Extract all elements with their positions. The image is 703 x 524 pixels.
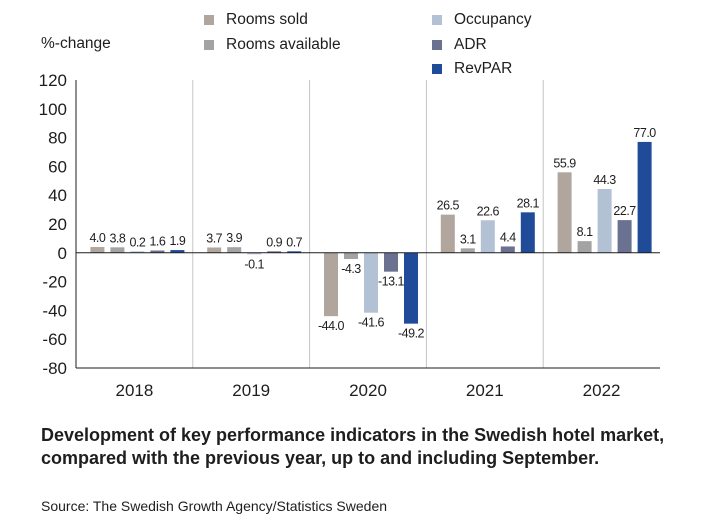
y-tick-label: 40 bbox=[48, 186, 67, 205]
bar bbox=[597, 189, 612, 253]
bar bbox=[90, 247, 105, 253]
bar bbox=[577, 241, 592, 253]
bar bbox=[364, 252, 378, 313]
y-tick-label: -60 bbox=[42, 330, 67, 349]
y-tick-label: 120 bbox=[39, 71, 67, 90]
bar bbox=[267, 251, 282, 253]
legend-swatch bbox=[432, 40, 442, 50]
legend-item-rooms-available: Rooms available bbox=[204, 36, 341, 54]
data-label: -13.1 bbox=[378, 275, 405, 289]
bar-chart: 120 100 80 60 40 20 0 -20 -40 -60 -80 4.0 3.8 0.2 1.6 1… bbox=[39, 71, 660, 400]
bar bbox=[287, 251, 302, 253]
data-label: 26.5 bbox=[437, 199, 460, 213]
data-label: 1.6 bbox=[149, 234, 165, 248]
x-tick-label: 2022 bbox=[583, 381, 621, 400]
data-label: 3.7 bbox=[206, 231, 222, 245]
chart-caption: Development of key performance indicator… bbox=[41, 425, 665, 468]
bar bbox=[247, 252, 262, 255]
x-tick-label: 2020 bbox=[349, 381, 387, 400]
bar bbox=[227, 247, 242, 253]
data-label: 44.3 bbox=[593, 173, 616, 187]
data-label: -44.0 bbox=[318, 319, 345, 333]
data-label: 8.1 bbox=[577, 225, 593, 239]
bar bbox=[500, 246, 515, 253]
data-label: -0.1 bbox=[244, 257, 264, 271]
data-label: 22.7 bbox=[613, 204, 636, 218]
legend-item-occupancy: Occupancy bbox=[432, 11, 532, 29]
x-tick-label: 2021 bbox=[466, 381, 504, 400]
data-label: -49.2 bbox=[398, 327, 425, 341]
y-tick-label: -20 bbox=[42, 273, 67, 292]
legend-swatch bbox=[432, 15, 442, 25]
x-tick-label: 2018 bbox=[115, 381, 153, 400]
data-label: 0.9 bbox=[266, 235, 282, 249]
bar bbox=[344, 252, 358, 259]
legend-label: ADR bbox=[454, 36, 487, 53]
y-tick-label: -40 bbox=[42, 301, 67, 320]
legend-item-adr: ADR bbox=[432, 36, 487, 54]
legend-swatch bbox=[204, 40, 214, 50]
data-label: -41.6 bbox=[358, 316, 385, 330]
data-label: 3.1 bbox=[460, 232, 476, 246]
y-tick-label: 80 bbox=[48, 129, 67, 148]
data-label: 1.9 bbox=[169, 234, 185, 248]
data-label: 0.2 bbox=[129, 235, 145, 249]
bar bbox=[637, 141, 652, 253]
y-tick-label: 60 bbox=[48, 157, 67, 176]
legend-item-rooms-sold: Rooms sold bbox=[204, 11, 308, 29]
data-label: 0.7 bbox=[286, 235, 302, 249]
data-label: 55.9 bbox=[553, 156, 576, 170]
data-label: 22.6 bbox=[477, 204, 500, 218]
bar bbox=[207, 247, 222, 253]
bar bbox=[324, 252, 338, 317]
bar bbox=[460, 248, 475, 253]
data-label: 3.9 bbox=[226, 231, 242, 245]
y-tick-label: 0 bbox=[58, 244, 67, 263]
bar bbox=[170, 250, 185, 253]
bar bbox=[480, 220, 495, 253]
x-tick-label: 2019 bbox=[232, 381, 270, 400]
chart-source: Source: The Swedish Growth Agency/Statis… bbox=[41, 498, 388, 514]
data-label: 28.1 bbox=[517, 196, 540, 210]
bar bbox=[557, 172, 572, 253]
bar bbox=[130, 251, 145, 253]
legend-label: Rooms available bbox=[226, 36, 341, 53]
y-tick-label: 100 bbox=[39, 100, 67, 119]
legend-label: Rooms sold bbox=[226, 11, 308, 28]
data-label: -4.3 bbox=[341, 262, 361, 276]
legend-label: Occupancy bbox=[454, 11, 532, 28]
data-label: 4.0 bbox=[89, 231, 105, 245]
legend-item-revpar: RevPAR bbox=[432, 60, 512, 78]
legend-swatch bbox=[432, 64, 442, 74]
bar bbox=[384, 252, 398, 272]
bar bbox=[404, 252, 418, 324]
data-label: 4.4 bbox=[500, 230, 516, 244]
y-tick-label: 20 bbox=[48, 215, 67, 234]
legend-label: RevPAR bbox=[454, 60, 513, 77]
bar bbox=[617, 220, 632, 253]
data-label: 77.0 bbox=[633, 126, 656, 140]
bar bbox=[150, 250, 165, 253]
legend-swatch bbox=[204, 15, 214, 25]
data-label: 3.8 bbox=[109, 231, 125, 245]
bar bbox=[440, 214, 455, 253]
bar bbox=[520, 212, 535, 253]
bar bbox=[110, 247, 125, 253]
y-tick-label: -80 bbox=[42, 359, 67, 378]
y-axis-label: %-change bbox=[41, 35, 111, 52]
